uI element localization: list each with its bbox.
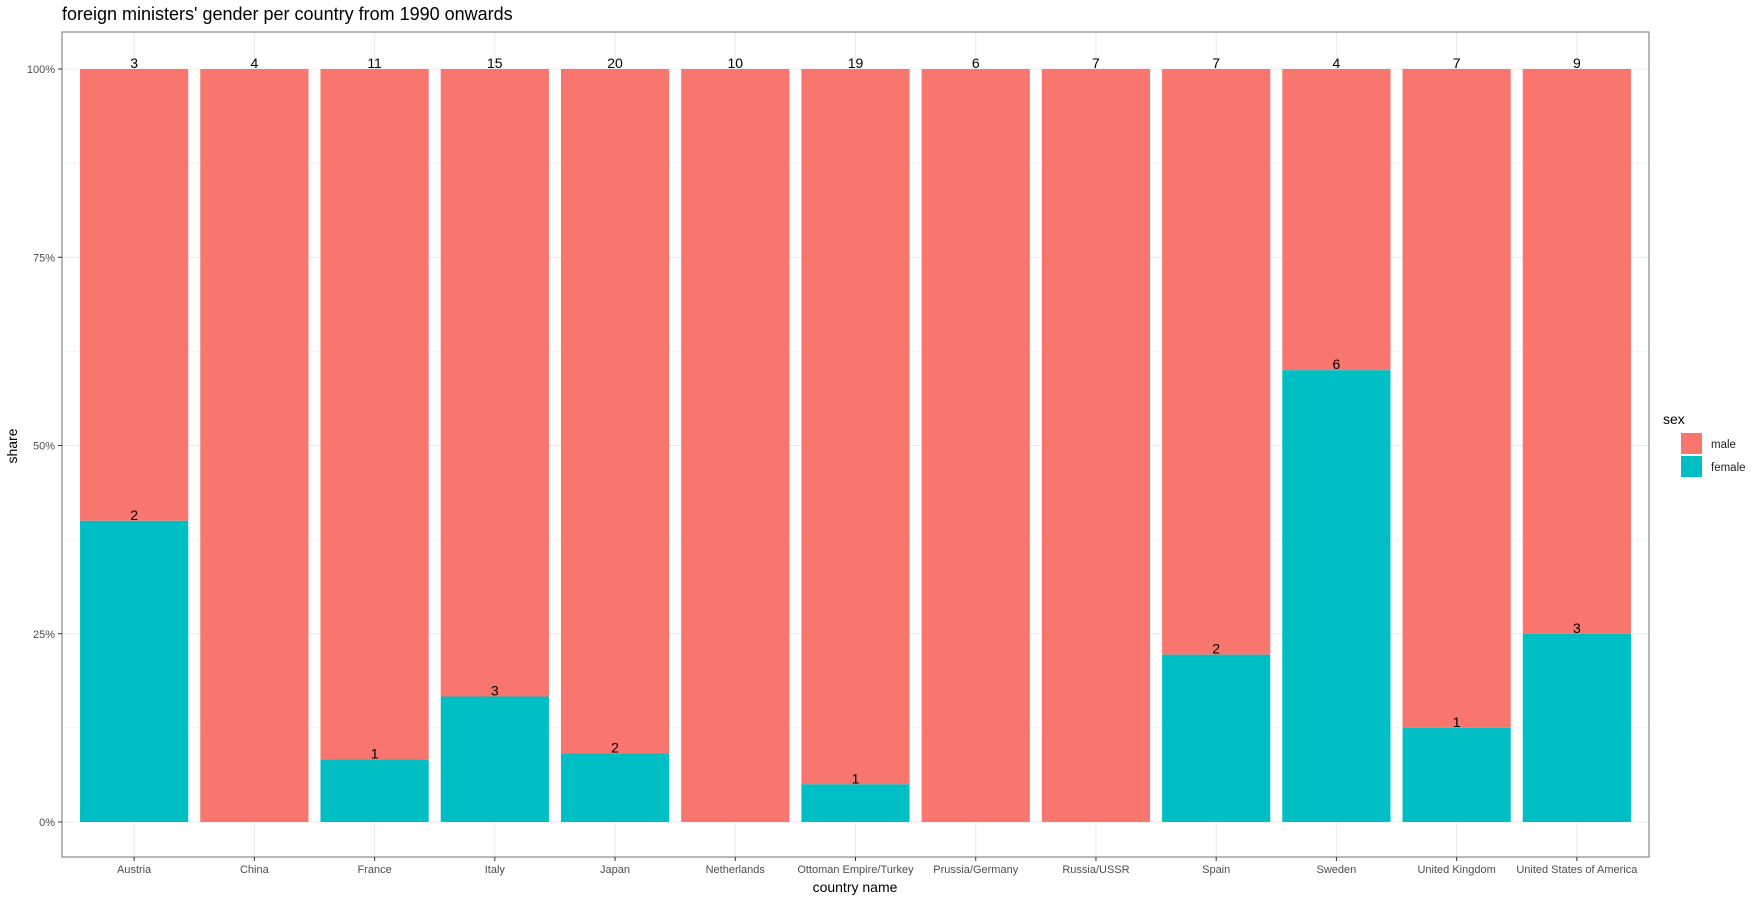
x-tick-label: Netherlands [706, 864, 766, 876]
y-axis-title: share [4, 428, 20, 463]
y-tick-label: 50% [33, 441, 55, 453]
data-label-male: 11 [367, 55, 382, 71]
x-tick-label: United States of America [1516, 864, 1638, 876]
x-tick-label: Prussia/Germany [933, 864, 1018, 876]
x-tick-label: Spain [1202, 864, 1230, 876]
bar-female [1282, 370, 1391, 822]
bar-male [440, 69, 549, 697]
data-label-male: 10 [727, 55, 743, 71]
bar-male [1522, 69, 1631, 634]
x-tick-label: China [240, 864, 270, 876]
legend-key-male [1681, 433, 1702, 454]
data-label-female: 2 [130, 507, 138, 523]
x-tick-label: Russia/USSR [1062, 864, 1129, 876]
data-label-female: 1 [1453, 714, 1461, 730]
data-label-female: 3 [491, 683, 499, 699]
data-label-male: 4 [250, 55, 258, 71]
bar-male [320, 69, 429, 760]
data-label-male: 4 [1333, 55, 1341, 71]
bar-male [681, 69, 790, 822]
bar-male [1402, 69, 1511, 728]
data-label-female: 2 [611, 740, 619, 756]
x-tick-label: Austria [117, 864, 152, 876]
chart-title: foreign ministers' gender per country fr… [62, 4, 513, 24]
bar-male [801, 69, 910, 785]
bar-female [440, 696, 549, 822]
bar-male [560, 69, 670, 754]
x-tick-label: Italy [485, 864, 506, 876]
bar-female [801, 784, 910, 822]
y-axis: 0% 25% 50% 75% 100% [27, 64, 62, 829]
bar-male [1162, 69, 1271, 655]
data-label-female: 1 [852, 770, 860, 786]
data-label-male: 19 [848, 55, 864, 71]
bar-male [1041, 69, 1151, 822]
bar-female [1522, 633, 1631, 822]
data-label-male: 20 [607, 55, 623, 71]
bar-female [320, 759, 429, 822]
x-tick-label: Ottoman Empire/Turkey [797, 864, 914, 876]
x-tick-label: Sweden [1317, 864, 1357, 876]
x-tick-label: Japan [600, 864, 630, 876]
bar-male [921, 69, 1030, 822]
legend-title: sex [1663, 411, 1685, 427]
x-tick-label: United Kingdom [1417, 864, 1495, 876]
y-tick-label: 75% [33, 252, 55, 264]
data-label-male: 15 [487, 55, 503, 71]
legend-label-male: male [1711, 439, 1736, 451]
data-label-female: 3 [1573, 620, 1581, 636]
y-tick-label: 0% [39, 817, 55, 829]
data-label-female: 2 [1212, 641, 1220, 657]
legend-key-female [1681, 456, 1702, 477]
bar-male [200, 69, 309, 822]
bar-female [1402, 727, 1511, 822]
bar-female [1162, 654, 1271, 822]
x-axis: Austria China France Italy Japan Netherlands O… [117, 857, 1638, 876]
x-axis-title: country name [813, 879, 898, 895]
bar-female [80, 520, 189, 822]
bar-male [80, 69, 189, 521]
data-label-male: 7 [1453, 55, 1461, 71]
data-label-male: 6 [972, 55, 980, 71]
legend-label-female: female [1711, 462, 1746, 474]
data-label-female: 1 [371, 745, 379, 761]
data-label-male: 9 [1573, 55, 1581, 71]
y-tick-label: 25% [33, 629, 55, 641]
data-label-male: 3 [130, 55, 138, 71]
legend: sex male female [1663, 411, 1746, 477]
bars [80, 69, 1631, 822]
bar-female [560, 753, 670, 822]
data-label-male: 7 [1212, 55, 1220, 71]
data-label-female: 6 [1333, 356, 1341, 372]
data-label-male: 7 [1092, 55, 1100, 71]
bar-male [1282, 69, 1391, 371]
x-tick-label: France [357, 864, 391, 876]
y-tick-label: 100% [27, 64, 55, 76]
